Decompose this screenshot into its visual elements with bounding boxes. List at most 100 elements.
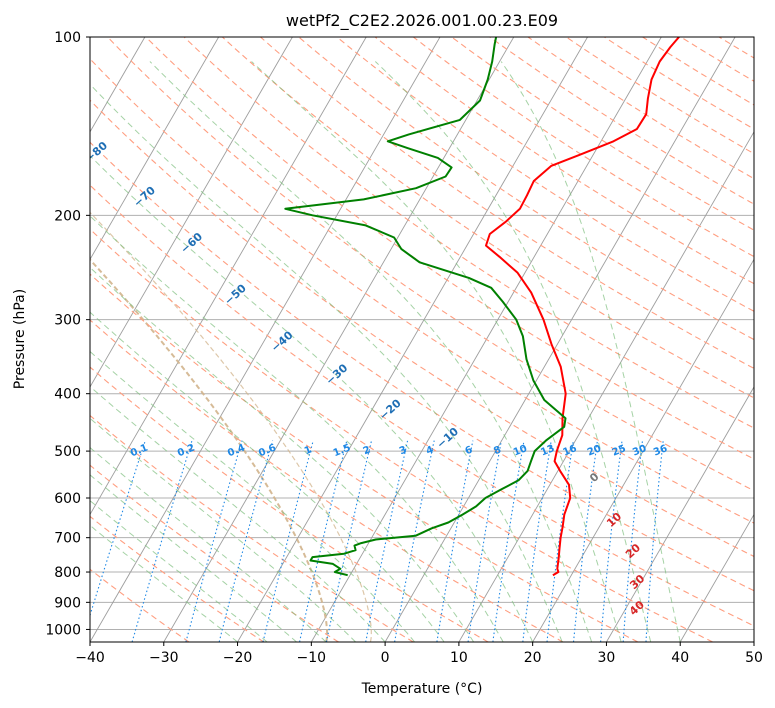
y-tick-label: 1000: [45, 622, 81, 638]
isotherm-line: [384, 37, 736, 642]
mixing-ratio-label: 2: [362, 444, 373, 457]
mixing-ratio-label: 1: [303, 444, 314, 457]
dry-adiabat-line: [90, 99, 754, 558]
dry-adiabat-line: [90, 319, 564, 642]
dry-adiabat-lines: [90, 37, 754, 642]
mixing-ratio-line: [90, 440, 146, 618]
moist-adiabat-line: [90, 155, 534, 642]
moist-adiabat-line: [90, 417, 356, 642]
moist-adiabat-line: [90, 83, 563, 642]
dry-adiabat-line: [183, 37, 754, 429]
x-tick-label: 30: [598, 650, 616, 666]
isotherm-line: [606, 386, 754, 642]
mixing-ratio-label: 20: [586, 443, 603, 458]
mixing-ratio-lines: [90, 440, 664, 642]
isotherm-line: [679, 513, 754, 642]
mixing-ratio-label: 8: [492, 444, 503, 457]
dry-adiabat-line: [90, 273, 639, 642]
dry-adiabat-line: [90, 515, 265, 642]
mixing-ratio-line: [185, 440, 243, 642]
y-axis-ticks: 100 200 300 400 500 600 700 800 900 1000: [45, 30, 90, 638]
dry-adiabat-line: [90, 414, 414, 642]
dry-adiabat-line: [145, 37, 754, 460]
mixing-ratio-line: [572, 440, 598, 642]
y-tick-label: 700: [54, 531, 81, 547]
dry-adiabat-line: [90, 568, 190, 642]
moist-adiabat-line: [90, 350, 415, 642]
dewpoint-profile-line: [284, 37, 567, 577]
dry-adiabat-line: [374, 37, 754, 285]
moist-adiabat-line: [500, 61, 681, 642]
moist-adiabat-line: [149, 61, 593, 642]
isotherm-line: [532, 258, 754, 642]
x-tick-label: 0: [381, 650, 390, 666]
y-tick-label: 200: [54, 208, 81, 224]
mixing-ratio-line: [218, 440, 274, 642]
mixing-ratio-line: [394, 440, 435, 642]
dry-adiabat-line: [90, 58, 754, 524]
x-tick-label: 40: [671, 650, 689, 666]
moist-adiabat-line: [90, 266, 475, 642]
x-tick-label: −10: [297, 650, 327, 666]
mixing-ratio-label: 13: [539, 443, 556, 458]
mixing-ratio-label: 30: [631, 443, 648, 458]
mixing-ratio-label: 3: [398, 444, 409, 457]
isotherm-line: [90, 37, 367, 516]
moist-adiabat-line: [251, 61, 622, 642]
moist-adiabat-line: [90, 474, 297, 642]
y-tick-label: 300: [54, 313, 81, 329]
profile-series: [284, 37, 680, 577]
y-tick-label: 800: [54, 565, 81, 581]
mixing-ratio-line: [436, 440, 474, 642]
mixing-ratio-label: 6: [464, 444, 475, 457]
mixing-ratio-label: 16: [561, 443, 578, 458]
x-tick-label: 20: [524, 650, 542, 666]
mixing-ratio-line: [467, 440, 502, 642]
mixing-ratio-line: [600, 440, 623, 642]
isotherm-line: [237, 37, 588, 642]
isotherm-line: [163, 37, 515, 642]
moist-adiabat-line: [90, 311, 445, 642]
mixing-ratio-label: 4: [425, 444, 436, 457]
moist-adiabat-line: [90, 446, 327, 642]
dry-adiabat-line: [221, 37, 754, 399]
y-tick-label: 500: [54, 444, 81, 460]
mixing-ratio-line: [365, 440, 409, 642]
chart-title: wetPf2_C2E2.2026.001.00.23.E09: [286, 11, 558, 31]
mixing-ratio-line: [325, 440, 373, 642]
mixing-ratio-line: [492, 440, 525, 642]
dry-adiabat-line: [90, 228, 713, 642]
y-tick-label: 400: [54, 387, 81, 403]
dry-adiabat-line: [90, 366, 489, 642]
x-tick-label: −20: [223, 650, 253, 666]
isotherm-line: [90, 37, 293, 388]
dry-adiabat-line: [90, 184, 754, 627]
isotherm-line: [458, 130, 754, 642]
theta-e-line: [90, 211, 372, 642]
theta-e-line: [90, 258, 329, 642]
x-tick-label: −30: [149, 650, 179, 666]
x-axis-label: Temperature (°C): [361, 681, 483, 697]
isotherm-line: [90, 37, 220, 261]
mixing-ratio-label: 25: [611, 443, 628, 458]
dry-adiabat-line: [107, 37, 754, 492]
x-tick-label: −40: [75, 650, 105, 666]
plot-frame: [89, 36, 755, 643]
y-tick-label: 100: [54, 30, 81, 46]
mixing-ratio-line: [546, 440, 574, 642]
dry-adiabat-line: [90, 464, 339, 642]
theta-e-lines: [90, 211, 372, 642]
mixing-ratio-line: [622, 440, 644, 642]
dry-adiabat-line: [336, 37, 754, 312]
moist-adiabat-line: [374, 61, 652, 642]
x-tick-label: 10: [450, 650, 468, 666]
y-tick-label: 900: [54, 595, 81, 611]
mixing-ratio-line: [522, 440, 552, 642]
mixing-ratio-line: [299, 440, 348, 642]
mixing-ratio-label: 36: [652, 443, 669, 458]
y-axis-label: Pressure (hPa): [12, 289, 28, 389]
x-axis-ticks: −40 −30 −20 −10 0 10 20 30 40 50: [75, 642, 763, 666]
mixing-ratio-line: [131, 440, 193, 642]
